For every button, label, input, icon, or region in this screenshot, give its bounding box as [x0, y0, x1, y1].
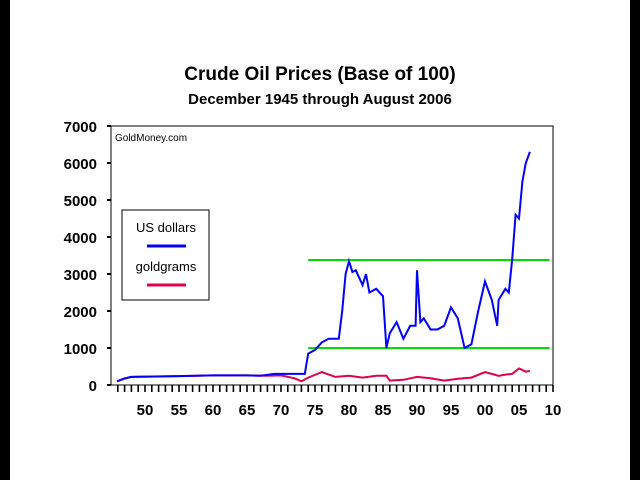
- x-tick-label: 80: [341, 402, 358, 419]
- x-tick-label: 85: [375, 402, 392, 419]
- x-tick-label: 00: [477, 402, 494, 419]
- x-tick-label: 50: [137, 402, 154, 419]
- plot-area: [110, 125, 554, 386]
- x-tick-label: 90: [409, 402, 426, 419]
- legend-box: [121, 209, 210, 301]
- x-tick-label: 70: [273, 402, 290, 419]
- chart-title: Crude Oil Prices (Base of 100): [184, 64, 456, 85]
- y-tick-label: 6000: [64, 156, 97, 173]
- x-tick-label: 95: [443, 402, 460, 419]
- x-tick-label: 55: [171, 402, 188, 419]
- chart-background: [10, 0, 630, 480]
- x-tick-label: 65: [239, 402, 256, 419]
- y-tick-label: 7000: [64, 119, 97, 136]
- x-tick-label: 10: [545, 402, 562, 419]
- y-tick-label: 5000: [64, 193, 97, 210]
- series-line-goldgrams: [116, 367, 531, 383]
- x-tick-label: 60: [205, 402, 222, 419]
- watermark: GoldMoney.com: [115, 133, 187, 144]
- y-tick-label: 0: [89, 378, 97, 395]
- y-tick-label: 3000: [64, 267, 97, 284]
- y-tick-label: 1000: [64, 341, 97, 358]
- legend-label: US dollars: [136, 220, 196, 235]
- chart-subtitle: December 1945 through August 2006: [188, 91, 452, 108]
- y-tick-label: 4000: [64, 230, 97, 247]
- x-tick-label: 05: [511, 402, 528, 419]
- x-tick-label: 75: [307, 402, 324, 419]
- legend-label: goldgrams: [136, 259, 197, 274]
- y-tick-label: 2000: [64, 304, 97, 321]
- series-line-us-dollars: [116, 151, 531, 383]
